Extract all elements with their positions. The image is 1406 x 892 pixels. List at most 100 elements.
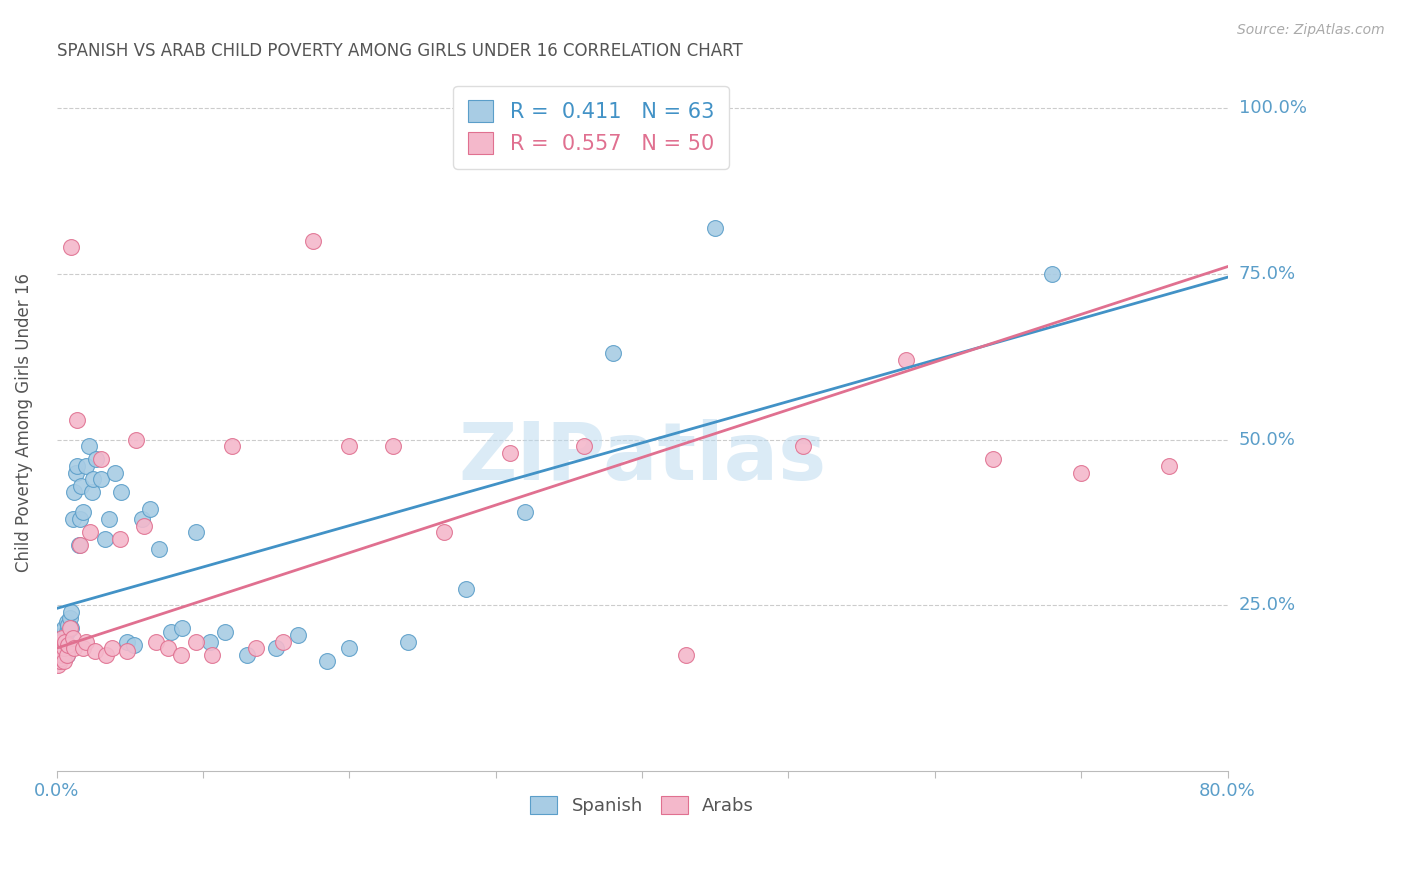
Point xyxy=(301,234,323,248)
Point xyxy=(60,605,83,619)
Point xyxy=(84,452,107,467)
Point xyxy=(75,634,97,648)
Point xyxy=(572,439,595,453)
Point xyxy=(52,641,75,656)
Point xyxy=(894,353,917,368)
Point xyxy=(56,615,79,629)
Point xyxy=(77,439,100,453)
Point xyxy=(55,634,77,648)
Point xyxy=(49,634,72,648)
Legend: Spanish, Arabs: Spanish, Arabs xyxy=(522,787,763,824)
Text: 25.0%: 25.0% xyxy=(1239,596,1296,614)
Point xyxy=(55,644,77,658)
Point xyxy=(104,466,127,480)
Point xyxy=(287,628,309,642)
Point xyxy=(72,505,94,519)
Text: Source: ZipAtlas.com: Source: ZipAtlas.com xyxy=(1237,23,1385,37)
Point xyxy=(52,641,75,656)
Point xyxy=(382,439,405,453)
Point xyxy=(89,472,111,486)
Point xyxy=(55,634,77,648)
Point xyxy=(236,648,259,662)
Point xyxy=(48,651,70,665)
Point xyxy=(1157,458,1180,473)
Point xyxy=(48,654,70,668)
Point xyxy=(214,624,236,639)
Point xyxy=(101,641,124,656)
Point xyxy=(675,648,697,662)
Point xyxy=(273,634,295,648)
Point xyxy=(172,621,194,635)
Point xyxy=(94,532,117,546)
Point xyxy=(184,525,207,540)
Point xyxy=(200,634,222,648)
Point xyxy=(56,624,79,639)
Point xyxy=(337,641,360,656)
Point xyxy=(69,512,91,526)
Text: 50.0%: 50.0% xyxy=(1239,431,1295,449)
Text: 75.0%: 75.0% xyxy=(1239,265,1296,283)
Point xyxy=(52,654,75,668)
Point xyxy=(70,479,93,493)
Point xyxy=(59,621,82,635)
Point xyxy=(82,472,104,486)
Point xyxy=(65,466,87,480)
Point xyxy=(59,611,82,625)
Point xyxy=(108,532,131,546)
Point xyxy=(792,439,814,453)
Point xyxy=(58,638,80,652)
Point xyxy=(69,539,91,553)
Point xyxy=(96,648,118,662)
Point xyxy=(115,644,138,658)
Point xyxy=(122,638,145,652)
Point xyxy=(48,641,70,656)
Text: SPANISH VS ARAB CHILD POVERTY AMONG GIRLS UNDER 16 CORRELATION CHART: SPANISH VS ARAB CHILD POVERTY AMONG GIRL… xyxy=(56,42,742,60)
Point xyxy=(49,634,72,648)
Point xyxy=(80,485,103,500)
Point xyxy=(221,439,243,453)
Point xyxy=(131,512,153,526)
Point xyxy=(72,641,94,656)
Point xyxy=(58,638,80,652)
Point xyxy=(245,641,267,656)
Point xyxy=(46,648,69,662)
Point xyxy=(60,621,83,635)
Point xyxy=(89,452,111,467)
Point xyxy=(316,654,339,668)
Point xyxy=(51,628,73,642)
Point xyxy=(983,452,1005,467)
Point xyxy=(48,641,70,656)
Point xyxy=(51,648,73,662)
Point xyxy=(264,641,287,656)
Point xyxy=(98,512,121,526)
Point xyxy=(110,485,132,500)
Point xyxy=(1040,267,1063,281)
Point xyxy=(184,634,207,648)
Point xyxy=(51,648,73,662)
Point xyxy=(602,346,624,360)
Point xyxy=(456,582,478,596)
Point xyxy=(139,502,162,516)
Point xyxy=(79,525,101,540)
Point xyxy=(46,657,69,672)
Point xyxy=(396,634,419,648)
Point xyxy=(134,518,156,533)
Point xyxy=(513,505,536,519)
Point xyxy=(337,439,360,453)
Y-axis label: Child Poverty Among Girls Under 16: Child Poverty Among Girls Under 16 xyxy=(15,274,32,573)
Point xyxy=(83,644,105,658)
Point xyxy=(145,634,167,648)
Point xyxy=(75,458,97,473)
Point xyxy=(49,624,72,639)
Point xyxy=(56,648,79,662)
Point xyxy=(46,648,69,662)
Point xyxy=(51,631,73,645)
Point xyxy=(124,433,146,447)
Point xyxy=(170,648,193,662)
Point xyxy=(1070,466,1092,480)
Text: ZIPatlas: ZIPatlas xyxy=(458,418,827,497)
Text: 100.0%: 100.0% xyxy=(1239,99,1306,118)
Point xyxy=(115,634,138,648)
Point xyxy=(63,485,86,500)
Point xyxy=(58,618,80,632)
